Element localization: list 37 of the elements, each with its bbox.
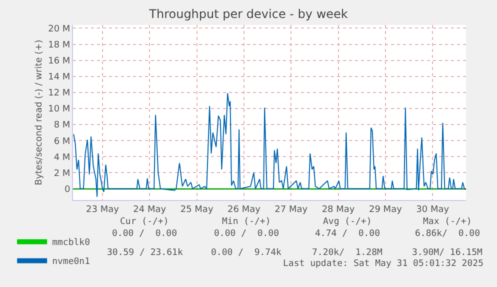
y-tick-label: 0 [64, 184, 70, 195]
y-tick-label: 10 M [48, 104, 70, 115]
y-tick-label: 18 M [48, 40, 70, 50]
text: Max (-/+) [423, 217, 472, 227]
legend-label: nvme0n1 [52, 257, 90, 268]
text: Avg (-/+) [323, 217, 372, 227]
y-tick-label: 8 M [54, 120, 70, 131]
x-tick-label: 29 May [368, 204, 403, 215]
text: Last update: Sat May 31 05:01:32 2025 [283, 259, 484, 269]
text: 0.00 / 9.74k [211, 248, 282, 258]
legend-label: mmcblk0 [52, 238, 90, 248]
y-tick-label: 6 M [54, 136, 70, 147]
x-tick-label: 26 May [228, 204, 262, 215]
y-tick-label: 2 M [54, 168, 70, 179]
text: Min (-/+) [222, 217, 271, 227]
text: Cur (-/+) [120, 217, 169, 227]
y-tick-label: 16 M [48, 56, 70, 66]
text: 6.86k/ 0.00 [415, 229, 480, 239]
text: 0.00 / 0.00 [214, 229, 280, 239]
text: 4.74 / 0.00 [315, 229, 380, 239]
y-tick-label: 4 M [54, 152, 70, 163]
x-tick-label: 30 May [416, 204, 450, 215]
text: 3.90M/ 16.15M [412, 248, 484, 258]
x-tick-label: 24 May [133, 204, 167, 215]
y-tick-label: 20 M [48, 24, 70, 34]
x-tick-label: 25 May [180, 204, 214, 215]
x-tick-label: 23 May [86, 204, 120, 215]
text: 7.20k/ 1.28M [312, 248, 384, 258]
y-axis-title: Bytes/second read (-) / write (+) [34, 40, 44, 186]
line-series [73, 92, 465, 198]
x-tick-label: 27 May [274, 204, 308, 215]
y-tick-label: 12 M [48, 88, 70, 99]
text: 0.00 / 0.00 [112, 229, 178, 239]
x-tick-label: 28 May [322, 204, 356, 215]
y-tick-label: 14 M [48, 72, 70, 83]
text: 30.59 / 23.61k [107, 248, 184, 258]
chart-title: Throughput per device - by week [148, 7, 348, 22]
